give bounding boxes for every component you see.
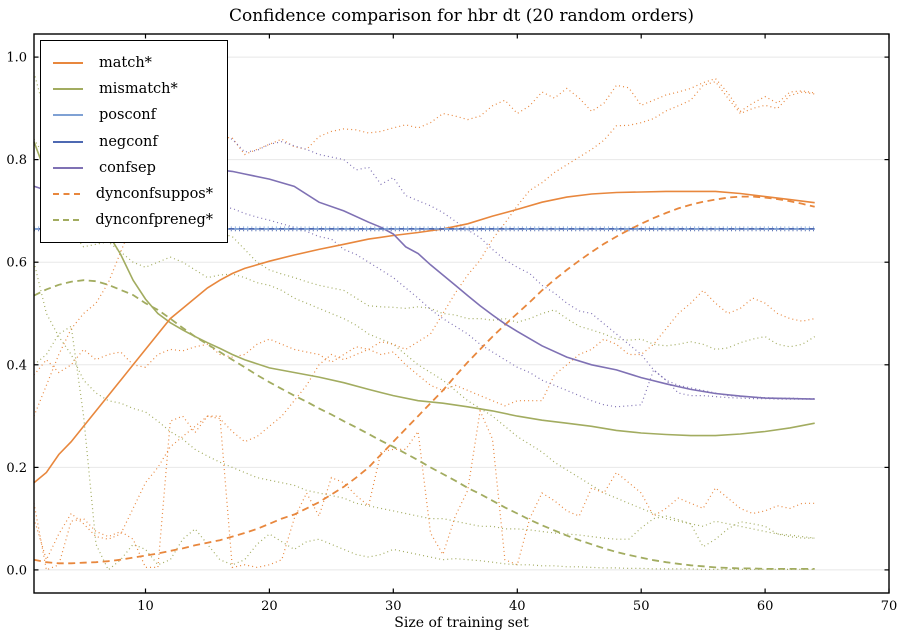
legend-label: confsep	[99, 159, 156, 176]
legend-line-swatch	[53, 166, 83, 169]
series-preneg_max-line	[33, 138, 815, 539]
x-tick-label: 60	[757, 599, 774, 614]
x-tick-label: 70	[881, 599, 898, 614]
series-dynconfpreneg-line	[33, 279, 815, 570]
y-tick-label: 0.2	[6, 461, 27, 476]
legend-line-swatch	[53, 114, 83, 117]
plot-border	[33, 33, 890, 594]
x-axis-label: Size of training set	[394, 615, 529, 631]
legend-line-swatch	[53, 140, 83, 143]
y-tick-label: 0.4	[6, 358, 27, 373]
legend-label: match*	[99, 55, 152, 72]
x-tick-label: 30	[385, 599, 402, 614]
series-match-line	[33, 190, 815, 484]
legend-entry-confsep: confsep	[53, 155, 213, 181]
series-suppos_max-line	[33, 81, 815, 376]
legend-label: mismatch*	[99, 81, 178, 98]
legend-box: match* mismatch* posconf negconf confsep dync…	[40, 40, 228, 244]
series-confsep_max-line	[170, 137, 815, 400]
series-preneg_min-line	[33, 325, 815, 571]
series-dynconfsuppos-line	[33, 195, 815, 565]
y-tick-label: 1.0	[6, 51, 27, 66]
x-tick-label: 10	[137, 599, 154, 614]
legend-entry-dynconfsuppos: dynconfsuppos*	[53, 181, 213, 207]
y-tick-label: 0.8	[6, 153, 27, 168]
legend-line-swatch	[53, 62, 83, 65]
series-mismatch-line	[33, 141, 815, 437]
legend-line-swatch	[53, 193, 80, 196]
chart-title: Confidence comparison for hbr dt (20 ran…	[228, 6, 695, 26]
legend-label: dynconfpreneg*	[95, 212, 213, 229]
legend-entry-negconf: negconf	[53, 129, 213, 155]
legend-entry-mismatch: mismatch*	[53, 76, 213, 102]
x-tick-label: 50	[633, 599, 650, 614]
y-tick-label: 0.6	[6, 256, 27, 271]
legend-line-swatch	[53, 88, 83, 91]
series-match_min-line	[33, 289, 815, 562]
legend-label: posconf	[99, 107, 157, 124]
legend-entry-dynconfpreneg: dynconfpreneg*	[53, 207, 213, 233]
series-suppos_min-line	[33, 408, 815, 571]
y-tick-label: 0.0	[6, 563, 27, 578]
series-confsep_min-line	[170, 194, 815, 408]
x-tick-label: 40	[509, 599, 526, 614]
legend-entry-match: match*	[53, 50, 213, 76]
legend-line-swatch	[53, 219, 80, 222]
x-tick-label: 20	[261, 599, 278, 614]
legend-entry-posconf: posconf	[53, 102, 213, 128]
legend-label: dynconfsuppos*	[95, 186, 213, 203]
legend-label: negconf	[99, 133, 158, 150]
